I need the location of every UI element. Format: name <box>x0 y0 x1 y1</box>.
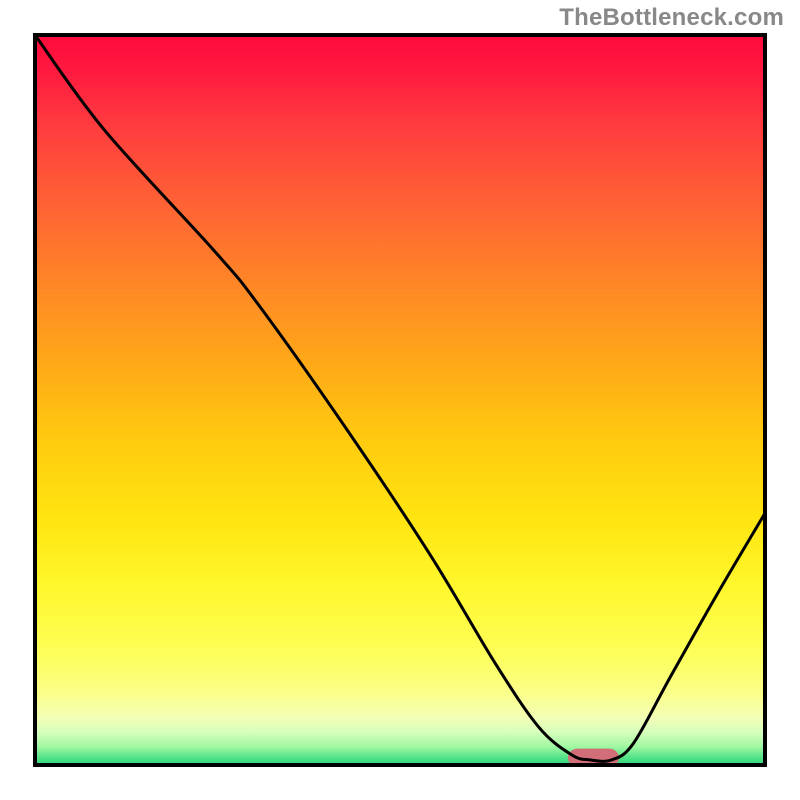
figure-root: TheBottleneck.com <box>0 0 800 800</box>
gradient-background <box>35 35 765 765</box>
watermark-text: TheBottleneck.com <box>559 4 784 32</box>
chart-svg <box>0 0 800 800</box>
